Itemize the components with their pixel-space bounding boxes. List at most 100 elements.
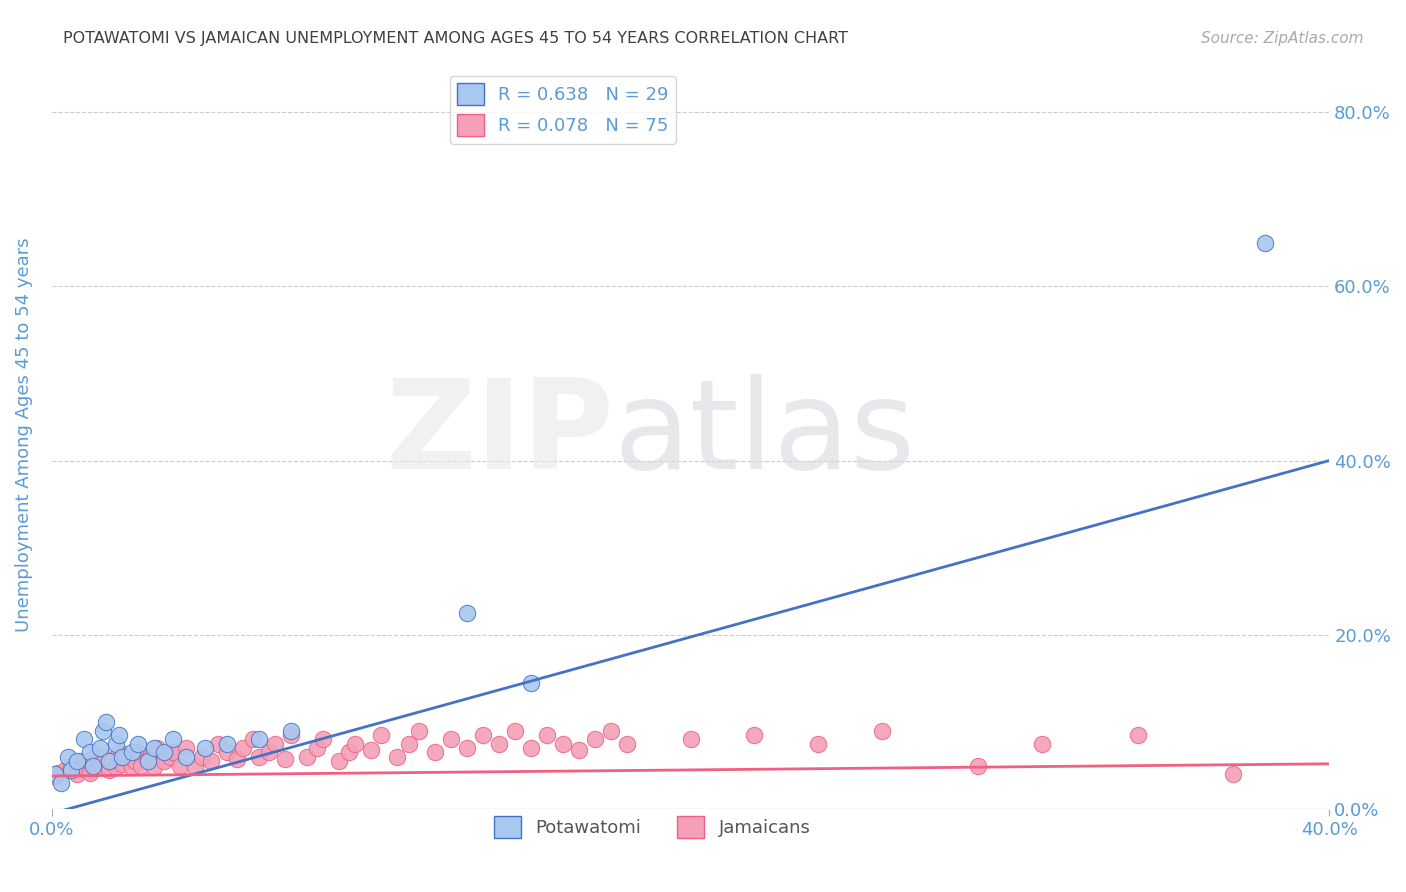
Point — [136, 751, 159, 765]
Point — [870, 723, 893, 738]
Point — [152, 754, 174, 768]
Point — [69, 754, 91, 768]
Point — [104, 760, 127, 774]
Point — [108, 728, 131, 742]
Point — [104, 737, 127, 751]
Point — [114, 749, 136, 764]
Point — [264, 737, 287, 751]
Point — [247, 732, 270, 747]
Point — [169, 758, 191, 772]
Point — [127, 737, 149, 751]
Point — [967, 758, 990, 772]
Point — [1254, 235, 1277, 250]
Point — [94, 714, 117, 729]
Point — [184, 760, 207, 774]
Point — [142, 741, 165, 756]
Point — [101, 754, 124, 768]
Point — [111, 756, 134, 771]
Point — [136, 754, 159, 768]
Point — [174, 749, 197, 764]
Point — [280, 728, 302, 742]
Point — [46, 765, 69, 780]
Point — [98, 763, 121, 777]
Y-axis label: Unemployment Among Ages 45 to 54 years: Unemployment Among Ages 45 to 54 years — [15, 237, 32, 632]
Point — [456, 741, 478, 756]
Point — [207, 737, 229, 751]
Point — [56, 749, 79, 764]
Point — [520, 675, 543, 690]
Point — [66, 767, 89, 781]
Point — [312, 732, 335, 747]
Point — [488, 737, 510, 751]
Point — [385, 749, 408, 764]
Text: atlas: atlas — [614, 374, 915, 495]
Point — [583, 732, 606, 747]
Point — [152, 746, 174, 760]
Point — [456, 606, 478, 620]
Text: Source: ZipAtlas.com: Source: ZipAtlas.com — [1201, 31, 1364, 46]
Point — [82, 758, 104, 772]
Text: ZIP: ZIP — [385, 374, 614, 495]
Point — [679, 732, 702, 747]
Point — [174, 741, 197, 756]
Point — [503, 723, 526, 738]
Point — [257, 746, 280, 760]
Point — [226, 751, 249, 765]
Text: POTAWATOMI VS JAMAICAN UNEMPLOYMENT AMONG AGES 45 TO 54 YEARS CORRELATION CHART: POTAWATOMI VS JAMAICAN UNEMPLOYMENT AMON… — [63, 31, 848, 46]
Point — [217, 737, 239, 751]
Point — [247, 749, 270, 764]
Point — [398, 737, 420, 751]
Point — [91, 723, 114, 738]
Point — [807, 737, 830, 751]
Point — [73, 732, 96, 747]
Point — [89, 741, 111, 756]
Point — [146, 741, 169, 756]
Point — [1031, 737, 1053, 751]
Point — [142, 760, 165, 774]
Point — [274, 751, 297, 765]
Point — [66, 754, 89, 768]
Point — [1126, 728, 1149, 742]
Point — [217, 746, 239, 760]
Point — [520, 741, 543, 756]
Point — [232, 741, 254, 756]
Point — [98, 754, 121, 768]
Point — [344, 737, 367, 751]
Point — [129, 758, 152, 772]
Point — [53, 763, 76, 777]
Point — [328, 754, 350, 768]
Legend: Potawatomi, Jamaicans: Potawatomi, Jamaicans — [486, 809, 818, 845]
Point — [191, 749, 214, 764]
Point — [242, 732, 264, 747]
Point — [370, 728, 392, 742]
Point — [59, 758, 82, 772]
Point — [79, 746, 101, 760]
Point — [360, 743, 382, 757]
Point — [73, 760, 96, 774]
Point — [194, 741, 217, 756]
Point — [1222, 767, 1244, 781]
Point — [91, 749, 114, 764]
Point — [471, 728, 494, 742]
Point — [159, 749, 181, 764]
Point — [124, 754, 146, 768]
Point — [89, 758, 111, 772]
Point — [744, 728, 766, 742]
Point — [82, 751, 104, 765]
Point — [337, 746, 360, 760]
Point — [616, 737, 638, 751]
Point — [423, 746, 446, 760]
Point — [121, 746, 143, 760]
Point — [599, 723, 621, 738]
Point — [297, 749, 319, 764]
Point — [551, 737, 574, 751]
Point — [280, 723, 302, 738]
Point — [44, 767, 66, 781]
Point — [108, 746, 131, 760]
Point — [121, 760, 143, 774]
Point — [162, 746, 184, 760]
Point — [127, 746, 149, 760]
Point — [79, 765, 101, 780]
Point — [568, 743, 591, 757]
Point — [111, 749, 134, 764]
